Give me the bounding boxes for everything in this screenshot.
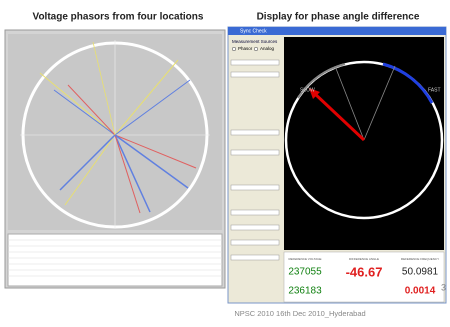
option: Analog: [260, 46, 275, 51]
right-title: Display for phase angle difference: [257, 12, 420, 23]
window-title: Sync Check: [240, 28, 267, 34]
sources-label: Measurement Sources: [232, 39, 278, 44]
phasor-window: [5, 30, 225, 288]
page-number: 3: [441, 282, 446, 292]
slide-canvas: Voltage phasors from four locations Disp…: [0, 0, 450, 327]
sync-window: Sync Check Measurement Sources Phasor An…: [228, 27, 446, 303]
radio-phasor[interactable]: [232, 47, 236, 51]
readout-value: 237055: [288, 267, 322, 278]
readout-value: 236183: [288, 286, 322, 297]
slide: Voltage phasors from four locations Disp…: [0, 0, 450, 327]
left-title: Voltage phasors from four locations: [33, 12, 204, 23]
readout-value: 50.0981: [402, 267, 439, 278]
readout-value: 0.0014: [405, 286, 436, 297]
radio-analog[interactable]: [254, 47, 258, 51]
option: Phasor: [238, 46, 253, 51]
readout-label: DIFFERENCE ANGLE: [349, 257, 379, 261]
slow-label: SLOW: [300, 87, 315, 93]
footer: NPSC 2010 16th Dec 2010_Hyderabad: [234, 309, 365, 318]
readout-value: -46.67: [346, 264, 383, 279]
fast-label: FAST: [428, 87, 441, 93]
readout-label: REFERENCE FREQUENCY: [401, 257, 439, 261]
readout-label: REFERENCE VOLTAGE: [288, 257, 321, 261]
